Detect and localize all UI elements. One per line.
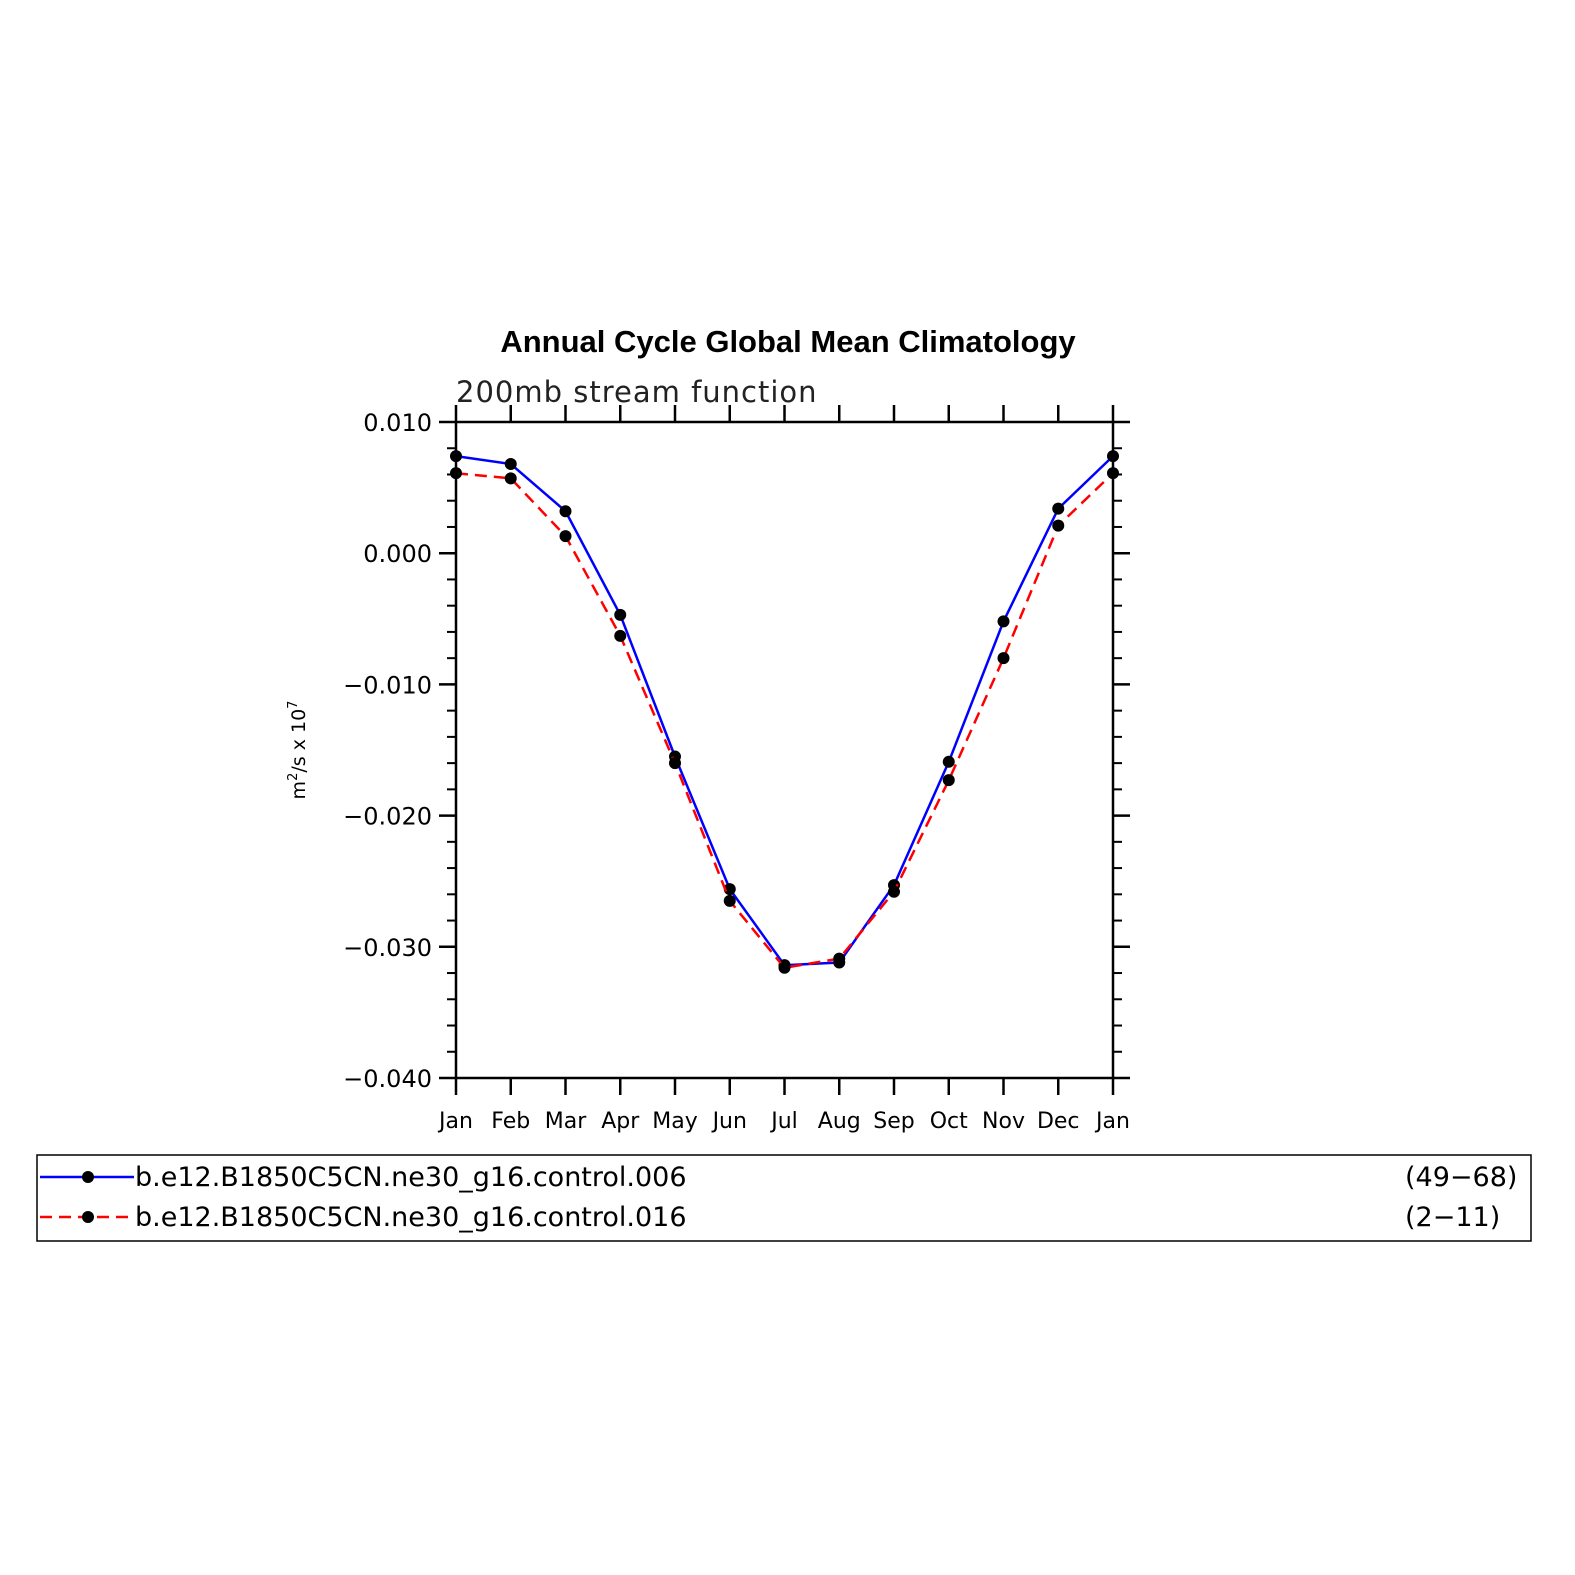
series-2-point bbox=[833, 952, 846, 965]
legend-marker-1 bbox=[82, 1171, 94, 1183]
x-tick-label: May bbox=[652, 1109, 697, 1134]
series-2-point bbox=[504, 472, 517, 485]
chart-subtitle: 200mb stream function bbox=[456, 375, 818, 409]
series-2-point bbox=[614, 629, 627, 642]
series-2-point bbox=[888, 885, 900, 898]
series-2-point bbox=[723, 894, 736, 907]
legend: b.e12.B1850C5CN.ne30_g16.control.006 (49−… bbox=[36, 1154, 1532, 1242]
x-tick-label: Aug bbox=[818, 1109, 861, 1134]
legend-label-1: b.e12.B1850C5CN.ne30_g16.control.006 bbox=[135, 1162, 687, 1193]
x-tick-label: Apr bbox=[601, 1109, 640, 1134]
series-2-point bbox=[559, 530, 572, 543]
x-tick-labels: Jan Feb Mar Apr May Jun Jul Aug Sep Oct Nov Dec Jan bbox=[437, 1109, 1130, 1134]
y-tick-labels: 0.010 0.000 −0.010 −0.020 −0.030 −0.040 bbox=[343, 409, 432, 1093]
x-tick-label: Jan bbox=[437, 1109, 473, 1134]
x-tick-label: Oct bbox=[930, 1109, 968, 1134]
x-tick-label: Nov bbox=[982, 1109, 1025, 1134]
series-line-1 bbox=[455, 454, 1114, 967]
axis-ticks bbox=[439, 405, 1130, 1095]
x-tick-label: Jun bbox=[711, 1109, 747, 1134]
series-1-point bbox=[559, 505, 572, 518]
series-2-point bbox=[669, 757, 681, 770]
x-tick-label: Jan bbox=[1094, 1109, 1130, 1134]
ylabel-base: m bbox=[288, 781, 310, 800]
legend-label-2: b.e12.B1850C5CN.ne30_g16.control.016 bbox=[135, 1202, 687, 1233]
y-tick-label: −0.040 bbox=[343, 1065, 432, 1093]
x-tick-label: Feb bbox=[491, 1109, 530, 1134]
ylabel-sup1: 2 bbox=[286, 773, 301, 781]
x-tick-label: Sep bbox=[873, 1109, 914, 1134]
chart-title: Annual Cycle Global Mean Climatology bbox=[500, 324, 1076, 359]
series-1-point bbox=[997, 615, 1010, 628]
legend-box bbox=[36, 1154, 1532, 1242]
series-line-2 bbox=[455, 471, 1114, 970]
y-tick-label: 0.000 bbox=[363, 540, 432, 568]
series-2-point bbox=[942, 774, 955, 787]
y-tick-label: 0.010 bbox=[363, 409, 432, 437]
series-1-point bbox=[723, 883, 736, 896]
series-2-point bbox=[778, 961, 791, 974]
legend-marker-2 bbox=[82, 1211, 94, 1223]
ylabel-sup2: 7 bbox=[286, 701, 301, 709]
y-tick-label: −0.030 bbox=[343, 934, 432, 962]
series-layer bbox=[450, 450, 1119, 974]
series-2-point bbox=[997, 652, 1010, 665]
plot-frame bbox=[454, 420, 1115, 1080]
series-1-point bbox=[942, 755, 955, 768]
series-1-point bbox=[614, 608, 627, 621]
y-tick-label: −0.020 bbox=[343, 803, 432, 831]
series-2-point bbox=[1052, 519, 1065, 532]
y-tick-label: −0.010 bbox=[343, 671, 432, 699]
x-tick-label: Mar bbox=[545, 1109, 587, 1134]
ylabel-mid: /s x 10 bbox=[288, 709, 310, 773]
y-axis-label: m2/s x 107 bbox=[286, 701, 310, 800]
series-1-point bbox=[504, 457, 517, 470]
legend-years-1: (49−68) bbox=[1405, 1162, 1517, 1193]
svg-text:m2/s x 107: m2/s x 107 bbox=[286, 701, 310, 800]
x-tick-label: Jul bbox=[769, 1109, 798, 1134]
series-1-point bbox=[1052, 502, 1065, 515]
x-tick-label: Dec bbox=[1037, 1109, 1080, 1134]
legend-years-2: (2−11) bbox=[1405, 1202, 1500, 1233]
